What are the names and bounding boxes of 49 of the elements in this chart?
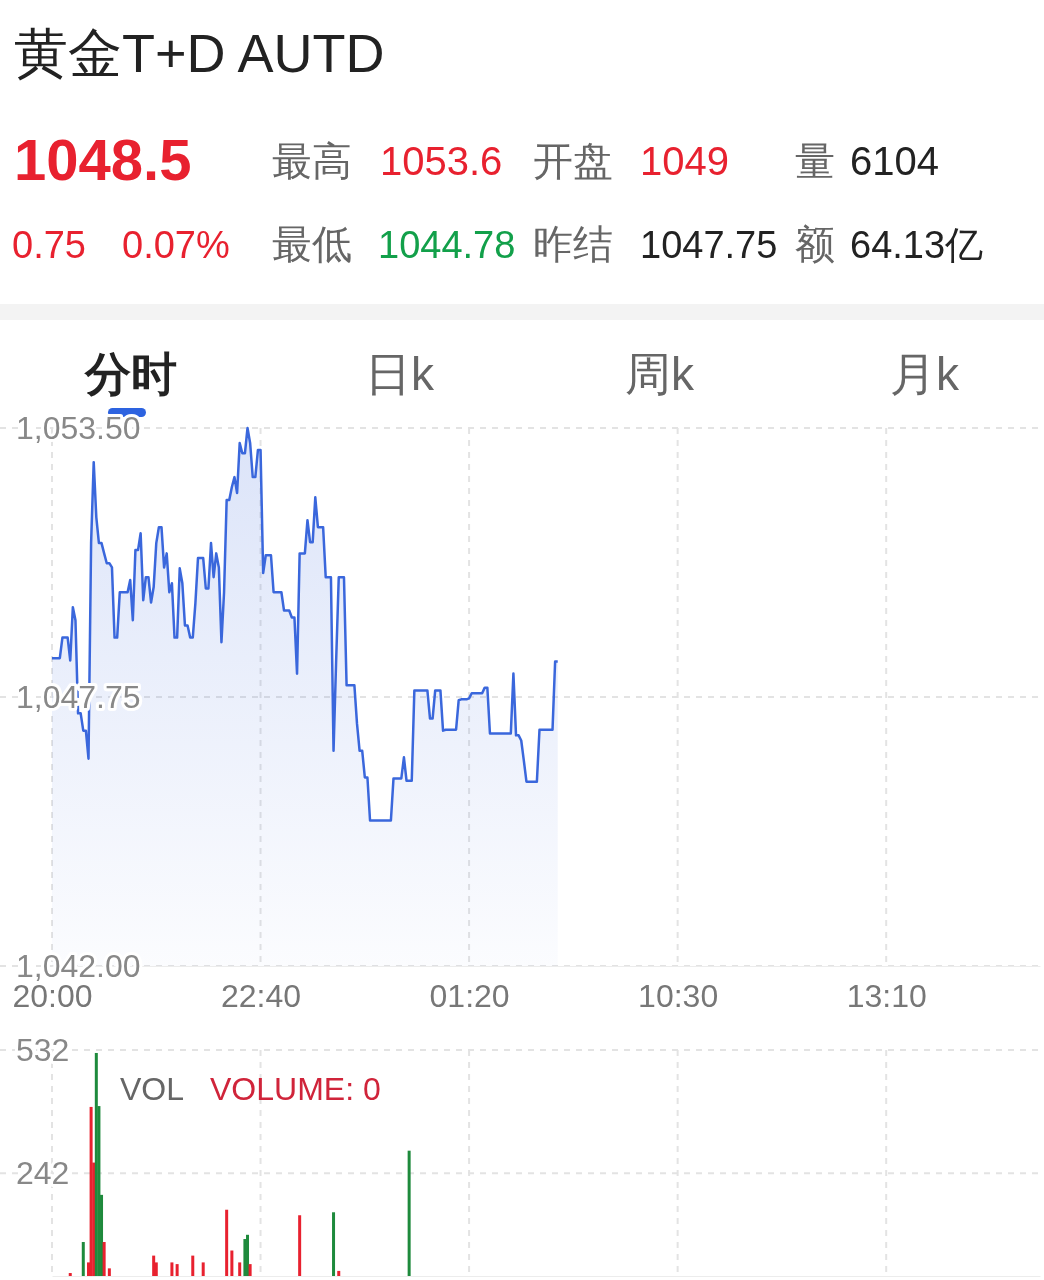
bar (107, 1268, 111, 1276)
bar (238, 1262, 242, 1276)
text: 最高 (272, 139, 352, 183)
annotation: VOLUME: 0 (210, 1071, 381, 1107)
bar (332, 1212, 336, 1276)
bar (225, 1209, 229, 1276)
text: 周k (625, 348, 695, 400)
bar (201, 1262, 205, 1276)
y-tick-label: 242 (16, 1154, 70, 1191)
bar (230, 1250, 234, 1276)
text: 1047.75 (640, 224, 778, 266)
text: 1044.78 (378, 224, 516, 266)
annotation: VOL (120, 1071, 185, 1107)
y-tick-label: 1,042.00 (16, 947, 141, 984)
bar (68, 1273, 72, 1276)
text: 最低 (272, 222, 352, 266)
bar (175, 1264, 179, 1276)
chart-title: 黄金T+D AUTD (14, 23, 385, 83)
bar (243, 1239, 247, 1276)
x-tick-label: 10:30 (638, 977, 719, 1014)
text: 额 (795, 222, 835, 266)
bar (152, 1255, 156, 1276)
bar (170, 1262, 174, 1276)
bar (407, 1150, 411, 1276)
y-tick-label: 532 (16, 1031, 70, 1068)
text: 日k (365, 348, 435, 400)
text: 1053.6 (380, 139, 503, 183)
bar (102, 1242, 106, 1276)
y-tick-label: 1,053.50 (16, 409, 141, 446)
text: 64.13亿 (850, 224, 984, 266)
text: 6104 (850, 139, 939, 183)
x-tick-label: 13:10 (846, 977, 927, 1014)
bar (337, 1270, 341, 1276)
text: 0.75 (12, 224, 86, 266)
text: 0.07% (122, 224, 230, 266)
text: 量 (795, 139, 835, 183)
bar (248, 1264, 252, 1276)
bar (81, 1242, 85, 1276)
text: 1049 (640, 139, 729, 183)
x-tick-label: 01:20 (429, 977, 510, 1014)
text: 开盘 (533, 139, 613, 183)
text: 分时 (84, 348, 177, 400)
text: 1048.5 (14, 127, 192, 192)
text: 昨结 (533, 222, 613, 266)
bar (191, 1255, 195, 1276)
x-tick-label: 22:40 (221, 977, 302, 1014)
bar (246, 1234, 250, 1276)
text: 月k (890, 348, 960, 400)
bar (298, 1215, 302, 1276)
